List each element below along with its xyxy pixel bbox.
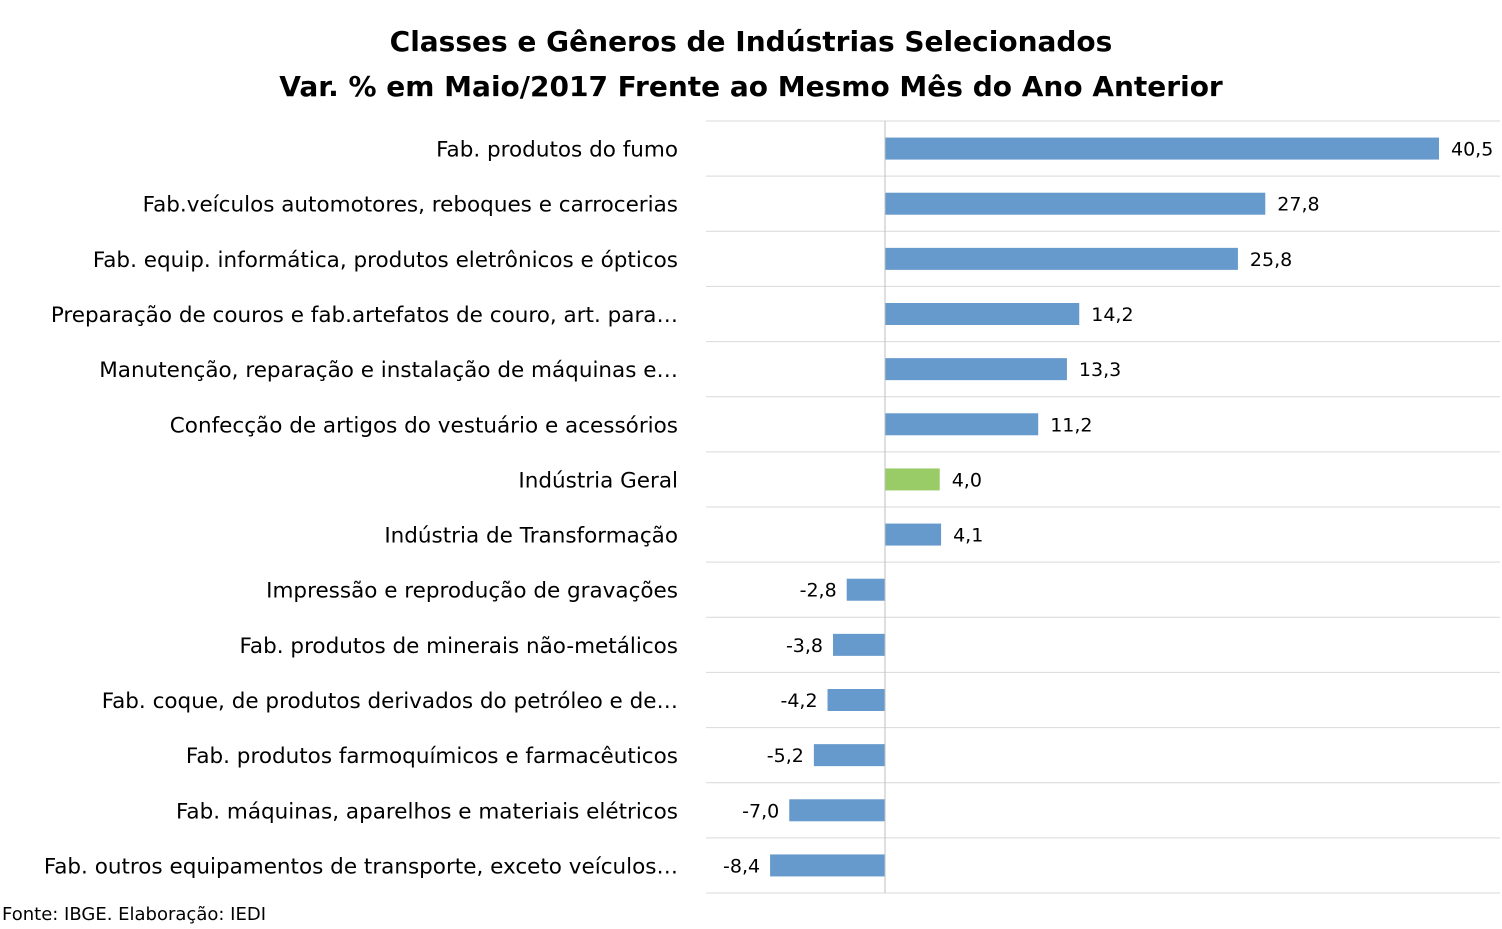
category-label: Fab. máquinas, aparelhos e materiais elé… <box>176 799 678 824</box>
value-label: -7,0 <box>742 800 779 822</box>
value-label: 14,2 <box>1091 304 1133 326</box>
category-label: Impressão e reprodução de gravações <box>266 579 678 604</box>
bar <box>833 633 885 656</box>
category-label: Fab. produtos de minerais não-metálicos <box>240 634 678 659</box>
bars-group <box>770 137 1439 877</box>
value-label: 4,1 <box>953 525 983 547</box>
category-label: Manutenção, reparação e instalação de má… <box>99 358 678 383</box>
chart-subtitle: Var. % em Maio/2017 Frente ao Mesmo Mês … <box>279 70 1223 103</box>
value-label: 13,3 <box>1079 359 1121 381</box>
category-label: Fab. produtos farmoquímicos e farmacêuti… <box>186 744 678 769</box>
category-label: Indústria Geral <box>518 468 678 493</box>
category-label: Preparação de couros e fab.artefatos de … <box>51 303 678 328</box>
bar <box>770 854 885 877</box>
bar <box>885 137 1439 160</box>
category-label: Fab.veículos automotores, reboques e car… <box>143 193 678 218</box>
bar <box>885 247 1238 270</box>
value-label: -8,4 <box>723 855 760 877</box>
category-label: Fab. equip. informática, produtos eletrô… <box>93 248 678 273</box>
gridlines <box>706 120 1500 894</box>
category-label: Indústria de Transformação <box>384 524 678 549</box>
bar <box>827 689 885 711</box>
value-label: 11,2 <box>1050 414 1092 436</box>
bar <box>846 578 885 601</box>
bar <box>885 523 942 546</box>
category-label: Fab. outros equipamentos de transporte, … <box>44 854 678 879</box>
chart-title: Classes e Gêneros de Indústrias Selecion… <box>390 25 1113 58</box>
bar <box>885 303 1080 325</box>
value-label: -5,2 <box>767 745 804 767</box>
value-label: 27,8 <box>1277 194 1319 216</box>
value-label: 25,8 <box>1250 249 1292 271</box>
bar <box>885 192 1266 215</box>
bar <box>885 413 1039 436</box>
source-note: Fonte: IBGE. Elaboração: IEDI <box>2 904 266 925</box>
bar <box>813 744 885 767</box>
category-label: Confecção de artigos do vestuário e aces… <box>170 413 678 438</box>
value-label: 4,0 <box>952 469 982 491</box>
value-label: -4,2 <box>780 690 817 712</box>
value-label: 40,5 <box>1451 139 1493 161</box>
category-label: Fab. coque, de produtos derivados do pet… <box>102 689 678 714</box>
category-labels-group: Fab. produtos do fumo Fab.veículos automo… <box>44 138 678 880</box>
value-labels-group: 40,5 27,8 25,8 14,2 13,3 11,2 4,0 4,1 -2,8 -3,8 -4… <box>723 139 1493 878</box>
category-label: Fab. produtos do fumo <box>436 138 678 163</box>
bar <box>789 799 885 822</box>
bar <box>885 358 1067 381</box>
value-label: -2,8 <box>800 580 837 602</box>
bar <box>885 468 940 491</box>
value-label: -3,8 <box>786 635 823 657</box>
